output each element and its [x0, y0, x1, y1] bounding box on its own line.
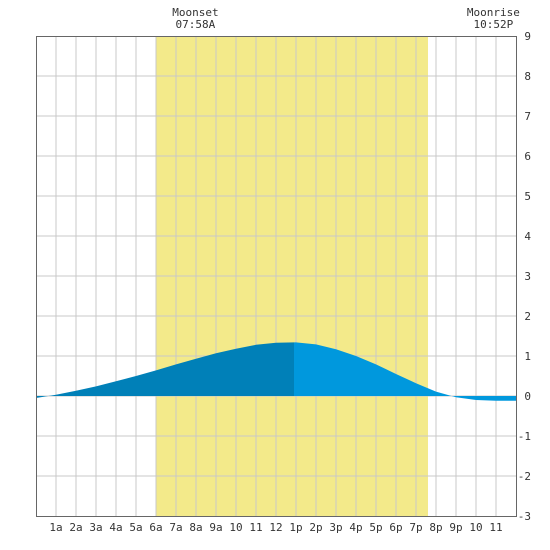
tide-area-after-high: [294, 342, 516, 401]
x-tick-label: 10: [469, 521, 482, 534]
x-tick-label: 4a: [109, 521, 122, 534]
x-tick-label: 5a: [129, 521, 142, 534]
x-tick-labels: 1a 2a 3a 4a 5a 6a 7a 8a 9a 10 11 12 1p 2p 3p 4p 5p 6p 7p 8p…: [49, 521, 502, 534]
x-tick-label: 11: [489, 521, 502, 534]
x-tick-label: 6p: [389, 521, 402, 534]
x-tick-label: 7p: [409, 521, 422, 534]
y-tick-label: 6: [524, 150, 531, 163]
x-tick-label: 9a: [209, 521, 222, 534]
x-tick-label: 5p: [369, 521, 382, 534]
plot-border: [36, 36, 517, 517]
tide-area-before-high: [36, 342, 294, 398]
x-tick-label: 12: [269, 521, 282, 534]
x-tick-label: 7a: [169, 521, 182, 534]
y-tick-label: 9: [524, 30, 531, 43]
y-tick-label: 4: [524, 230, 531, 243]
y-tick-label: 3: [524, 270, 531, 283]
x-tick-label: 10: [229, 521, 242, 534]
x-tick-label: 11: [249, 521, 262, 534]
moon-event-time: 10:52P: [474, 18, 514, 31]
x-tick-label: 8a: [189, 521, 202, 534]
y-tick-label: 7: [524, 110, 531, 123]
x-tick-label: 2a: [69, 521, 82, 534]
x-tick-label: 6a: [149, 521, 162, 534]
y-tick-label: -1: [518, 430, 531, 443]
y-tick-label: 8: [524, 70, 531, 83]
y-tick-label: 0: [524, 390, 531, 403]
y-tick-label: 1: [524, 350, 531, 363]
moon-event-label: Moonrise: [467, 6, 520, 19]
y-tick-label: 2: [524, 310, 531, 323]
x-tick-label: 3p: [329, 521, 342, 534]
y-tick-label: -2: [518, 470, 531, 483]
x-tick-label: 4p: [349, 521, 362, 534]
x-tick-label: 1p: [289, 521, 302, 534]
x-tick-label: 9p: [449, 521, 462, 534]
x-tick-label: 8p: [429, 521, 442, 534]
moon-event-label: Moonset: [172, 6, 218, 19]
y-tick-label: 5: [524, 190, 531, 203]
y-tick-labels: -3 -2 -1 0 1 2 3 4 5 6 7 8 9: [518, 30, 532, 523]
y-tick-label: -3: [518, 510, 531, 523]
x-tick-label: 1a: [49, 521, 62, 534]
x-tick-label: 3a: [89, 521, 102, 534]
moon-event-time: 07:58A: [176, 18, 216, 31]
x-tick-label: 2p: [309, 521, 322, 534]
